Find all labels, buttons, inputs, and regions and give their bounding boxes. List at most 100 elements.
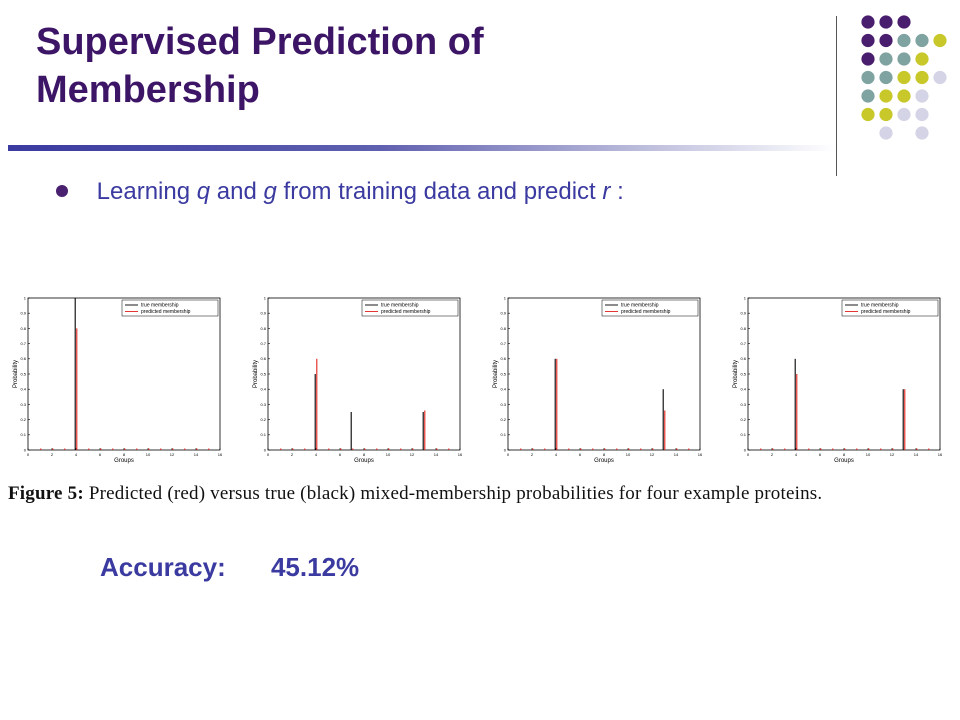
legend-predicted-label: predicted membership bbox=[141, 309, 191, 315]
x-tick-label: 2 bbox=[51, 452, 54, 457]
legend-box bbox=[841, 299, 939, 317]
y-tick-label: 0 bbox=[504, 447, 507, 452]
decorative-dot bbox=[861, 89, 875, 103]
x-tick-label: 6 bbox=[579, 452, 582, 457]
y-tick-label: 0.1 bbox=[260, 432, 266, 437]
y-tick-label: 0.1 bbox=[20, 432, 26, 437]
y-tick-label: 0.7 bbox=[260, 341, 266, 346]
x-tick-label: 12 bbox=[650, 452, 655, 457]
x-tick-label: 6 bbox=[339, 452, 342, 457]
y-tick-label: 0.5 bbox=[500, 371, 506, 376]
x-tick-label: 6 bbox=[819, 452, 822, 457]
bullet-text-middle: from training data and predict bbox=[283, 178, 596, 205]
decorative-dot bbox=[897, 52, 911, 66]
y-tick-label: 1 bbox=[504, 295, 507, 300]
y-tick-label: 0.7 bbox=[500, 341, 506, 346]
decorative-dot bbox=[861, 33, 875, 48]
decorative-dot bbox=[915, 89, 929, 103]
decorative-dot bbox=[915, 107, 929, 122]
decorative-dot bbox=[933, 33, 947, 48]
y-tick-label: 0.6 bbox=[740, 356, 746, 361]
x-tick-label: 16 bbox=[938, 452, 943, 457]
legend-predicted-label: predicted membership bbox=[381, 309, 431, 315]
x-tick-label: 8 bbox=[123, 452, 126, 457]
plot-frame bbox=[27, 297, 221, 451]
y-tick-label: 0.3 bbox=[260, 402, 266, 407]
y-axis-label: Probability bbox=[253, 360, 259, 388]
x-tick-label: 16 bbox=[458, 452, 463, 457]
decorative-dot bbox=[897, 70, 911, 85]
legend-predicted-label: predicted membership bbox=[621, 309, 671, 315]
x-tick-label: 14 bbox=[914, 452, 919, 457]
bullet-icon bbox=[56, 184, 68, 197]
y-tick-label: 0.9 bbox=[740, 311, 746, 316]
decorative-dot bbox=[861, 107, 875, 122]
x-tick-label: 4 bbox=[555, 452, 558, 457]
legend-box bbox=[121, 299, 219, 317]
variable-r: r bbox=[602, 178, 611, 205]
variable-g: g bbox=[263, 178, 277, 205]
y-tick-label: 0 bbox=[24, 447, 27, 452]
y-tick-label: 0.6 bbox=[500, 356, 506, 361]
plot-frame bbox=[507, 297, 701, 451]
y-tick-label: 0.8 bbox=[20, 326, 26, 331]
decorative-dot bbox=[915, 33, 929, 48]
y-tick-label: 0.9 bbox=[260, 311, 266, 316]
y-tick-label: 0.7 bbox=[20, 341, 26, 346]
y-tick-label: 0.7 bbox=[740, 341, 746, 346]
x-tick-label: 4 bbox=[75, 452, 78, 457]
decorative-dot bbox=[897, 15, 911, 29]
x-tick-label: 14 bbox=[674, 452, 679, 457]
x-axis-label: Groups bbox=[834, 458, 854, 464]
decorative-dot bbox=[897, 107, 911, 122]
x-axis-label: Groups bbox=[114, 458, 134, 464]
x-tick-label: 0 bbox=[267, 452, 270, 457]
y-tick-label: 0.1 bbox=[740, 432, 746, 437]
y-axis-label: Probability bbox=[493, 360, 499, 388]
y-tick-label: 1 bbox=[24, 295, 27, 300]
chart-panel-3: 0 2 4 6 8 10 12 14 16 0 0.1 0.2 0.3 0.4 0.5 0.6 0.7 0.8 0.… bbox=[493, 295, 703, 464]
y-tick-label: 0.8 bbox=[740, 326, 746, 331]
y-tick-label: 0 bbox=[744, 447, 747, 452]
y-tick-label: 0.5 bbox=[260, 371, 266, 376]
decorative-dot bbox=[915, 52, 929, 66]
plot-frame bbox=[747, 297, 941, 451]
y-tick-label: 0.5 bbox=[20, 371, 26, 376]
y-axis-label: Probability bbox=[13, 360, 19, 388]
decorative-dot bbox=[933, 70, 947, 85]
plot-frame bbox=[267, 297, 461, 451]
legend-box bbox=[361, 299, 459, 317]
y-tick-label: 0.9 bbox=[20, 311, 26, 316]
bullet-point: Learning q and g from training data and … bbox=[56, 178, 624, 206]
y-tick-label: 0.6 bbox=[20, 356, 26, 361]
x-tick-label: 0 bbox=[747, 452, 750, 457]
decorative-dot bbox=[879, 70, 893, 85]
y-tick-label: 0.3 bbox=[500, 402, 506, 407]
decorative-dot bbox=[915, 70, 929, 85]
legend-true-label: true membership bbox=[861, 303, 899, 309]
title-line-1: Supervised Prediction of bbox=[36, 21, 484, 63]
y-tick-label: 0.9 bbox=[500, 311, 506, 316]
decorative-dot bbox=[879, 107, 893, 122]
accuracy-readout: Accuracy: 45.12% bbox=[100, 552, 359, 583]
caption-label: Figure 5: bbox=[8, 483, 84, 504]
variable-q: q bbox=[196, 178, 211, 205]
title-line-2: Membership bbox=[36, 69, 260, 111]
bullet-text-and: and bbox=[216, 178, 257, 205]
chart-panel-2: 0 2 4 6 8 10 12 14 16 0 0.1 0.2 0.3 0.4 0.5 0.6 0.7 0.8 0.… bbox=[253, 295, 463, 464]
decorative-dot bbox=[861, 15, 875, 29]
x-axis-label: Groups bbox=[354, 458, 374, 464]
y-tick-label: 0.4 bbox=[20, 387, 26, 392]
slide-title: Supervised Prediction of Membership bbox=[36, 18, 776, 114]
x-tick-label: 14 bbox=[434, 452, 439, 457]
membership-charts: 0 2 4 6 8 10 12 14 1600.10.20.30.40.50.60.70.80.… bbox=[13, 295, 943, 464]
x-tick-label: 6 bbox=[99, 452, 102, 457]
x-tick-label: 10 bbox=[626, 452, 631, 457]
y-tick-label: 0.4 bbox=[500, 387, 506, 392]
legend-true-label: true membership bbox=[621, 303, 659, 309]
accuracy-value: 45.12% bbox=[270, 552, 360, 582]
decorative-dot bbox=[879, 52, 893, 66]
x-tick-label: 16 bbox=[698, 452, 703, 457]
y-tick-label: 0.8 bbox=[260, 326, 266, 331]
x-tick-label: 2 bbox=[771, 452, 774, 457]
